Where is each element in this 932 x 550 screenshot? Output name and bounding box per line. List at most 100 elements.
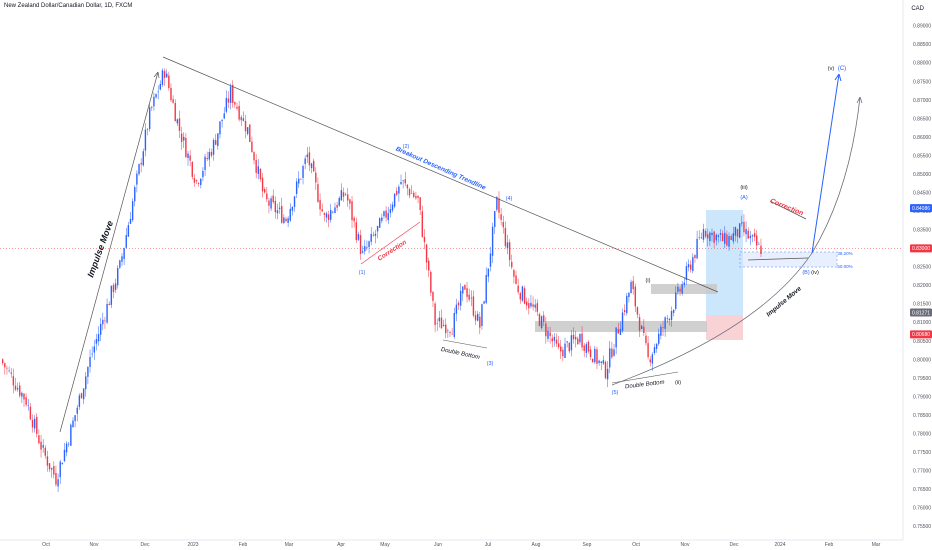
candle-body [649, 359, 651, 363]
candle-body [602, 360, 605, 364]
fib-level-label: 50.00% [837, 264, 852, 269]
x-tick-label: Feb [239, 542, 248, 548]
candle-body [40, 441, 42, 450]
candle-body [698, 237, 700, 238]
candle-body [138, 164, 140, 175]
candle-body [57, 479, 59, 487]
x-tick-label: Jul [485, 542, 491, 548]
price-tag-label: 0.83000 [912, 246, 930, 252]
candle-body [523, 288, 526, 304]
candle-body [372, 235, 375, 236]
wave-label: (B) [802, 270, 810, 276]
candle-body [221, 119, 223, 122]
candle-body [33, 418, 36, 429]
candle-body [298, 178, 300, 184]
price-tag [910, 204, 932, 213]
candle-body [217, 133, 219, 146]
candle-body [728, 235, 730, 247]
candle-body [200, 178, 202, 185]
candle-body [89, 356, 91, 368]
candle-body [428, 260, 430, 271]
candle-body [536, 303, 539, 312]
candle-body [338, 197, 340, 206]
candle-body [613, 349, 615, 356]
candle-body [151, 106, 153, 108]
candle-body [581, 333, 583, 348]
candle-body [749, 235, 752, 239]
candle-body [677, 286, 679, 292]
candle-body [445, 324, 447, 334]
candles-layer [2, 68, 762, 493]
blue-range-box [706, 210, 743, 315]
y-tick-label: 0.85000 [913, 172, 931, 178]
candle-body [628, 292, 630, 298]
candle-body [504, 227, 507, 247]
price-tag-label: 0.81271 [912, 310, 930, 316]
candle-body [543, 315, 545, 322]
candle-body [679, 288, 681, 292]
candle-body [91, 353, 93, 355]
wave-label: (1) [359, 270, 366, 276]
y-tick-label: 0.77500 [913, 450, 931, 456]
candle-body [127, 225, 130, 237]
support-zone-box [535, 321, 707, 332]
candle-body [87, 367, 89, 377]
candle-body [672, 310, 675, 313]
x-tick-label: Dec [141, 542, 150, 548]
candle-body [102, 319, 104, 325]
candle-body [476, 313, 479, 321]
wave-label: (v) [828, 66, 835, 72]
candle-body [408, 189, 411, 196]
y-tick-label: 0.75500 [913, 524, 931, 530]
candle-body [117, 268, 119, 286]
candle-body [53, 466, 55, 475]
candle-body [157, 91, 159, 93]
candle-body [521, 286, 524, 301]
candle-body [589, 349, 592, 358]
candle-body [176, 119, 179, 124]
candle-body [410, 193, 413, 194]
candle-body [702, 229, 705, 240]
correction-upper-line [769, 200, 807, 220]
candle-body [283, 217, 285, 223]
candle-body [95, 339, 98, 344]
candle-body [736, 229, 739, 237]
y-tick-label: 0.88000 [913, 61, 931, 67]
candle-body [4, 363, 6, 368]
wave-label: (iii) [740, 185, 747, 191]
candle-body [623, 310, 626, 312]
candle-body [27, 405, 29, 406]
x-tick-label: Sep [583, 542, 592, 548]
candle-body [287, 218, 289, 223]
candle-body [393, 193, 396, 207]
candle-body [734, 226, 737, 236]
candle-body [223, 113, 225, 119]
candle-body [357, 234, 360, 240]
candle-body [270, 198, 272, 209]
candle-body [106, 304, 108, 323]
impulse-move-line [59, 71, 159, 433]
candle-body [121, 256, 123, 262]
candle-body [332, 211, 334, 213]
candle-body [638, 317, 641, 331]
candle-body [398, 186, 400, 194]
candle-body [349, 199, 351, 204]
candle-body [353, 217, 355, 222]
candle-body [174, 102, 176, 122]
candle-body [579, 334, 581, 343]
candle-body [747, 230, 749, 239]
candle-body [68, 443, 70, 445]
candle-body [743, 221, 745, 233]
candle-body [709, 232, 711, 241]
candle-body [485, 275, 487, 303]
candle-body [685, 266, 688, 281]
candle-body [402, 180, 404, 182]
candle-body [23, 393, 25, 400]
correction-channel-line [360, 221, 421, 265]
candle-body [266, 193, 268, 200]
x-tick-label: Aug [532, 542, 541, 548]
candle-body [74, 415, 76, 422]
candle-body [481, 304, 483, 326]
x-tick-label: Dec [730, 542, 739, 548]
